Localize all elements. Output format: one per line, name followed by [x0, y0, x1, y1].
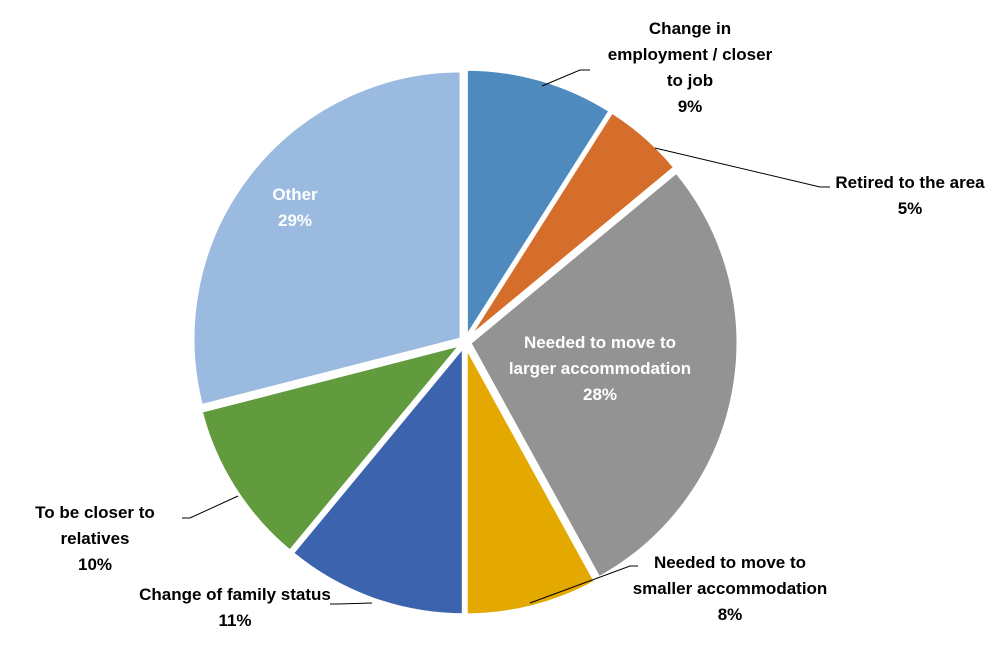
slice-label: Other 29% — [272, 185, 318, 230]
leader-line — [654, 147, 830, 188]
pie-slice — [290, 342, 465, 617]
leader-line — [541, 69, 590, 87]
pie-slice — [191, 69, 463, 408]
pie-slice — [464, 346, 598, 617]
slice-label: Needed to move to smaller accommodation 8… — [632, 553, 828, 624]
pie-slice — [467, 169, 740, 580]
slice-label: To be closer to relatives 10% — [35, 503, 155, 574]
slice-label: Change of family status 11% — [139, 585, 331, 630]
pie-slice — [199, 342, 465, 554]
leader-line — [529, 565, 638, 604]
leader-line — [182, 495, 239, 519]
slices — [191, 67, 740, 617]
pie-slice — [464, 67, 613, 343]
slice-label: Change in employment / closer to job 9% — [607, 19, 773, 116]
pie-slice — [467, 109, 677, 340]
slice-label: Needed to move to larger accommodation 28… — [508, 333, 692, 404]
slice-label: Retired to the area 5% — [835, 173, 985, 218]
leader-line — [330, 602, 373, 605]
leader-lines — [182, 69, 830, 605]
